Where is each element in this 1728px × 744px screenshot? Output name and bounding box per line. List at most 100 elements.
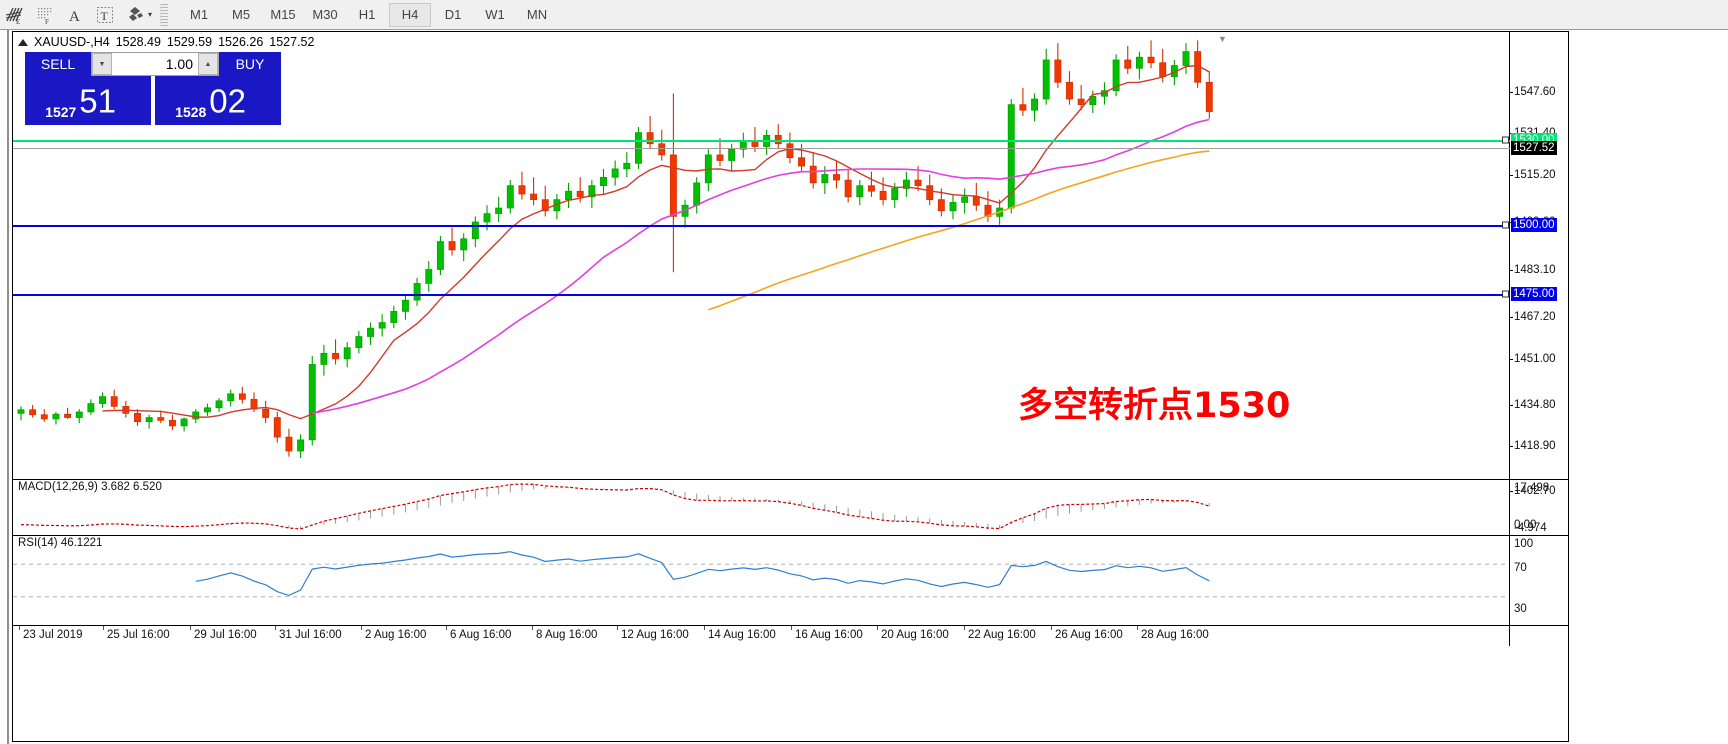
price-axis-label: 1418.90 xyxy=(1514,440,1556,452)
pane-dropdown-arrow-icon[interactable]: ▼ xyxy=(1218,34,1227,44)
price-axis-label: 1451.00 xyxy=(1514,353,1556,365)
price-series-svg xyxy=(17,40,1213,459)
sell-price-box[interactable]: 1527 51 xyxy=(25,76,151,125)
text-tool-icon[interactable]: A xyxy=(60,2,90,28)
rsi-axis-label: 100 xyxy=(1514,538,1534,550)
volume-input[interactable]: 1.00 xyxy=(165,56,193,72)
macd-axis-label: -4.974 xyxy=(1514,522,1547,534)
svg-text:F: F xyxy=(45,18,49,26)
volume-decrease-button[interactable]: ▼ xyxy=(92,53,112,75)
time-axis-label: 26 Aug 16:00 xyxy=(1055,629,1123,641)
rsi-pane[interactable]: RSI(14) 46.1221 100 70 30 xyxy=(13,536,1568,626)
macd-pane[interactable]: MACD(12,26,9) 3.682 6.520 17.498 0.00 -4.9… xyxy=(13,480,1568,536)
time-axis-tick xyxy=(190,626,191,630)
time-axis-label: 16 Aug 16:00 xyxy=(795,629,863,641)
time-axis-tick xyxy=(19,626,20,630)
price-plot-area[interactable]: 多空转折点1530 xyxy=(13,32,1510,479)
objects-dropdown-caret-icon[interactable]: ▾ xyxy=(148,10,153,19)
macd-axis-label: 0.00 xyxy=(1514,519,1537,531)
time-axis-tick xyxy=(446,626,447,630)
time-axis-label: 6 Aug 16:00 xyxy=(450,629,512,641)
time-axis-corner xyxy=(1509,626,1568,646)
svg-text:E: E xyxy=(16,18,20,26)
sell-price-whole: 1527 xyxy=(45,104,77,120)
buy-price-whole: 1528 xyxy=(175,104,207,120)
chart-canvas[interactable]: 多空转折点1530 1547.601531.401515.201499.0014… xyxy=(12,31,1569,742)
level-line-1500[interactable] xyxy=(13,225,1510,227)
time-axis-label: 29 Jul 16:00 xyxy=(194,629,257,641)
rsi-series-svg xyxy=(13,551,1510,598)
level-anchor-handle[interactable] xyxy=(1502,136,1509,144)
one-click-trade-panel[interactable]: SELL ▼ 1.00 ▲ BUY 1527 51 1528 02 xyxy=(25,52,281,125)
timeframe-m5[interactable]: M5 xyxy=(231,7,251,22)
time-axis-tick xyxy=(532,626,533,630)
level-line-1530[interactable] xyxy=(13,140,1510,142)
price-axis-tick xyxy=(1510,270,1513,271)
price-axis-label: 1515.20 xyxy=(1514,169,1556,181)
rsi-axis[interactable]: 100 70 30 xyxy=(1509,536,1568,625)
timeframe-m30[interactable]: M30 xyxy=(312,7,338,22)
time-axis-tick xyxy=(1137,626,1138,630)
price-axis-label: 1467.20 xyxy=(1514,311,1556,323)
time-axis-tick xyxy=(361,626,362,630)
chart-window: 多空转折点1530 1547.601531.401515.201499.0014… xyxy=(7,30,1728,744)
last-price-tag: 1527.52 xyxy=(1511,141,1557,155)
level-anchor-handle[interactable] xyxy=(1502,221,1509,229)
macd-plot-area[interactable]: MACD(12,26,9) 3.682 6.520 xyxy=(13,480,1510,535)
volume-increase-button[interactable]: ▲ xyxy=(198,53,218,75)
time-axis-label: 23 Jul 2019 xyxy=(23,629,83,641)
timeframe-m1[interactable]: M1 xyxy=(189,7,209,22)
price-axis-tick xyxy=(1510,491,1513,492)
indicators-icon[interactable]: E xyxy=(0,2,30,28)
timeframe-m15[interactable]: M15 xyxy=(270,7,296,22)
time-axis-tick xyxy=(964,626,965,630)
macd-title: MACD(12,26,9) 3.682 6.520 xyxy=(18,481,162,493)
price-axis-label: 1483.10 xyxy=(1514,264,1556,276)
rsi-axis-label: 30 xyxy=(1514,603,1527,615)
level-line-1475[interactable] xyxy=(13,294,1510,296)
buy-price-box[interactable]: 1528 02 xyxy=(155,76,281,125)
quote-low: 1526.26 xyxy=(218,35,264,49)
timeframe-h1[interactable]: H1 xyxy=(358,7,376,22)
objects-icon[interactable] xyxy=(120,2,150,28)
price-axis[interactable]: 1547.601531.401515.201499.001483.101467.… xyxy=(1509,32,1568,497)
text-label-icon[interactable]: T xyxy=(90,2,120,28)
time-axis-label: 2 Aug 16:00 xyxy=(365,629,427,641)
volume-stepper[interactable]: ▼ 1.00 ▲ xyxy=(91,52,219,76)
macd-series-svg xyxy=(20,483,1210,530)
buy-button[interactable]: BUY xyxy=(219,52,281,76)
sell-button[interactable]: SELL xyxy=(25,52,91,76)
time-axis-label: 22 Aug 16:00 xyxy=(968,629,1036,641)
level-tag-1475-00[interactable]: 1475.00 xyxy=(1511,287,1557,301)
rsi-plot-area[interactable]: RSI(14) 46.1221 xyxy=(13,536,1510,625)
timeframe-group: M1 M5 M15 M30 H1 H4 D1 W1 MN xyxy=(178,2,558,27)
timeframe-h4[interactable]: H4 xyxy=(389,2,432,27)
time-axis[interactable]: 23 Jul 2019 25 Jul 16:00 29 Jul 16:00 31 Ju… xyxy=(13,626,1568,646)
price-pane[interactable]: 多空转折点1530 1547.601531.401515.201499.0014… xyxy=(13,32,1568,497)
timeframe-d1[interactable]: D1 xyxy=(444,7,462,22)
time-axis-tick xyxy=(617,626,618,630)
level-tag-1500-00[interactable]: 1500.00 xyxy=(1511,218,1557,232)
timeframe-w1[interactable]: W1 xyxy=(485,7,505,22)
crosshair-grid-icon[interactable]: F xyxy=(30,2,60,28)
price-axis-tick xyxy=(1510,175,1513,176)
timeframe-mn[interactable]: MN xyxy=(526,7,548,22)
time-axis-label: 8 Aug 16:00 xyxy=(536,629,598,641)
chart-annotation-text: 多空转折点1530 xyxy=(1018,386,1291,426)
time-axis-label: 20 Aug 16:00 xyxy=(881,629,949,641)
toolbar-grip[interactable] xyxy=(160,3,169,26)
macd-axis[interactable]: 17.498 0.00 -4.974 xyxy=(1509,480,1568,535)
collapse-triangle-icon[interactable] xyxy=(18,38,28,46)
quote-open: 1528.49 xyxy=(115,35,161,49)
level-anchor-handle[interactable] xyxy=(1502,290,1509,298)
time-axis-tick xyxy=(704,626,705,630)
time-axis-tick xyxy=(877,626,878,630)
svg-text:T: T xyxy=(101,9,109,23)
trade-panel-prices: 1527 51 1528 02 xyxy=(25,76,281,125)
time-axis-label: 14 Aug 16:00 xyxy=(708,629,776,641)
price-axis-tick xyxy=(1510,92,1513,93)
macd-axis-label: 17.498 xyxy=(1514,482,1550,494)
price-axis-label: 1402.70 xyxy=(1514,485,1556,497)
time-axis-tick xyxy=(1051,626,1052,630)
price-axis-tick xyxy=(1510,359,1513,360)
